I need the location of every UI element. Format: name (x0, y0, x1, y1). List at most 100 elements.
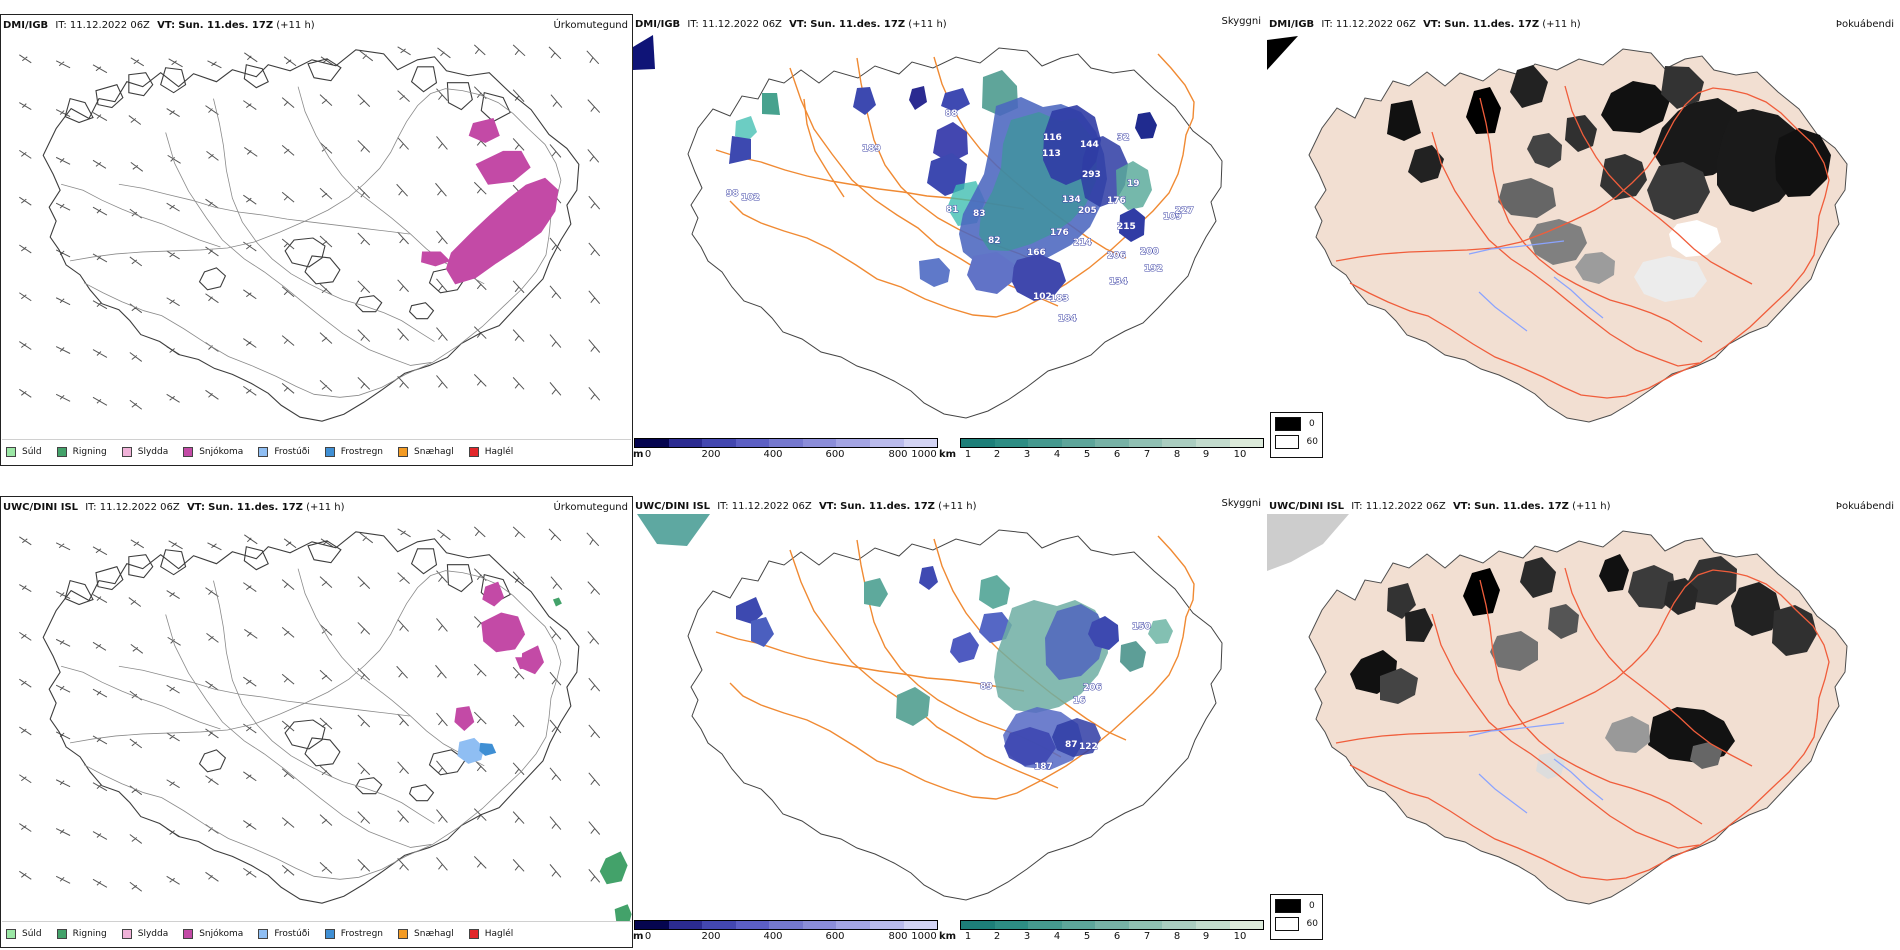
visibility-value: 87 (1065, 740, 1078, 750)
visibility-value: 83 (973, 209, 986, 219)
visibility-km-segment (1195, 921, 1230, 929)
visibility-value: 88 (945, 109, 958, 119)
it-label: IT: (1321, 19, 1333, 30)
valid-time: Sun. 11.des. 17Z (1444, 19, 1540, 30)
visibility-meter-segment (769, 439, 803, 447)
fog-roads-bottom (1335, 567, 1830, 881)
legend-item-rain: Rigning (56, 447, 107, 457)
visibility-meter-tick: 600 (825, 449, 845, 460)
legend-swatch-freezing-drizzle (258, 929, 269, 939)
legend-label-sudd: Súld (22, 447, 42, 457)
legend-item-snow-pellets: Snæhagl (398, 929, 454, 939)
visibility-value: 206 (1107, 251, 1126, 261)
visibility-value: 32 (1117, 133, 1130, 143)
visibility-meter-tick: 200 (701, 449, 721, 460)
precip-panel-bottom-header: UWC/DINI ISL IT: 11.12.2022 06Z VT: Sun.… (3, 502, 345, 513)
visibility-edge-patch-bottom (637, 514, 710, 546)
visibility-km-tick: 4 (1053, 449, 1061, 460)
visibility-km-tick: 3 (1023, 449, 1031, 460)
precip-legend-bottom: Súld Rigning Slydda Snjókoma Frostúði Fr… (2, 921, 631, 946)
visibility-value: 122 (1079, 742, 1098, 752)
visibility-km-segment (994, 921, 1029, 929)
visibility-km-tick: 10 (1233, 449, 1247, 460)
legend-label-rain: Rigning (72, 929, 107, 939)
visibility-km-tick: 1 (964, 449, 972, 460)
visibility-value: 184 (1058, 314, 1077, 324)
visibility-km-tick: 6 (1113, 931, 1121, 942)
legend-label-snow: Snjókoma (199, 447, 244, 457)
visibility-meter-segment (802, 921, 837, 929)
init-time: 11.12.2022 06Z (1335, 19, 1416, 30)
it-label: IT: (55, 20, 67, 31)
visibility-meter-segment (903, 439, 938, 447)
valid-time: Sun. 11.des. 17Z (178, 20, 274, 31)
legend-swatch-sleet (121, 447, 132, 457)
visibility-value: 116 (1043, 133, 1062, 143)
visibility-value: 144 (1080, 140, 1099, 150)
legend-label-sleet: Slydda (137, 447, 169, 457)
model-label: UWC/DINI ISL (1269, 501, 1345, 512)
fog-panel-bottom-header: UWC/DINI ISL IT: 11.12.2022 06Z VT: Sun.… (1269, 501, 1611, 512)
visibility-meter-scale-bottom (634, 920, 938, 930)
init-time: 11.12.2022 06Z (701, 19, 782, 30)
road-network-top (61, 86, 562, 398)
legend-swatch-sudd (6, 447, 16, 457)
precip-product-label-top: Úrkomutegund (553, 20, 628, 31)
visibility-meter-unit-bottom: m (633, 931, 644, 942)
visibility-panel-bottom: UWC/DINI ISL IT: 11.12.2022 06Z VT: Sun.… (633, 496, 1267, 948)
legend-swatch-hail (468, 447, 479, 457)
fog-legend-swatch-sixty (1275, 917, 1299, 931)
visibility-map-top: 116 144 32 113 293 19 134 176 205 215 10… (633, 35, 1223, 419)
fog-panel-top-header: DMI/IGB IT: 11.12.2022 06Z VT: Sun. 11.d… (1269, 19, 1581, 30)
legend-label-sleet: Slydda (137, 929, 169, 939)
visibility-meter-ticks-top: 0 200 400 600 800 1000 (634, 449, 938, 461)
visibility-km-tick: 7 (1143, 931, 1151, 942)
visibility-map-bottom: 150 206 187 122 87 16 89 (637, 514, 1223, 901)
visibility-value: 102 (1033, 292, 1052, 302)
visibility-meter-tick: 800 (888, 931, 908, 942)
visibility-fields-bottom (736, 566, 1173, 770)
visibility-meter-tick: 400 (763, 449, 783, 460)
visibility-product-label-bottom: Skyggni (1221, 498, 1261, 509)
visibility-meter-segment (869, 921, 904, 929)
visibility-meter-segment (702, 921, 736, 929)
visibility-value: 166 (1027, 248, 1046, 258)
legend-item-freezing-drizzle: Frostúði (258, 447, 310, 457)
visibility-value: 215 (1117, 222, 1136, 232)
fog-legend-label-sixty: 60 (1306, 919, 1318, 929)
init-time: 11.12.2022 06Z (1365, 501, 1446, 512)
visibility-value: 205 (1078, 206, 1097, 216)
visibility-value: 81 (946, 205, 959, 215)
precip-product-label-bottom: Úrkomutegund (553, 502, 628, 513)
visibility-values-top: 116 144 32 113 293 19 134 176 205 215 10… (726, 109, 1195, 325)
visibility-km-segment (1061, 439, 1096, 447)
visibility-meter-segment (802, 439, 837, 447)
model-label: DMI/IGB (635, 19, 681, 30)
legend-swatch-sudd (6, 929, 16, 939)
iceland-outline-top (42, 49, 580, 422)
legend-swatch-snow-pellets (398, 447, 409, 457)
visibility-legend-top: m km 0 200 400 600 800 1000 1 2 3 4 5 6 … (633, 14, 1267, 466)
vt-label: VT: (1423, 19, 1442, 30)
visibility-value: 214 (1073, 238, 1092, 248)
wind-barbs-top (19, 44, 601, 410)
precip-map-top (19, 44, 601, 422)
legend-item-sleet: Slydda (121, 929, 169, 939)
visibility-km-tick: 7 (1143, 449, 1151, 460)
fog-legend-top: 0 60 (1270, 412, 1323, 458)
visibility-km-tick: 9 (1202, 449, 1210, 460)
visibility-value: 98 (726, 189, 739, 199)
visibility-meter-segment (836, 439, 870, 447)
visibility-value: 89 (980, 682, 993, 692)
visibility-value: 16 (1073, 696, 1086, 706)
visibility-panel-top: DMI/IGB IT: 11.12.2022 06Z VT: Sun. 11.d… (633, 14, 1267, 466)
valid-time: Sun. 11.des. 17Z (208, 502, 303, 513)
model-label: DMI/IGB (3, 20, 49, 31)
legend-label-freezing-drizzle: Frostúði (274, 929, 310, 939)
visibility-meter-segment (769, 921, 803, 929)
legend-item-sudd: Súld (6, 929, 42, 939)
visibility-value: 134 (1109, 277, 1128, 287)
visibility-value: 187 (1034, 762, 1053, 772)
fog-legend-swatch-zero (1275, 417, 1301, 431)
legend-swatch-freezing-rain (324, 929, 335, 939)
